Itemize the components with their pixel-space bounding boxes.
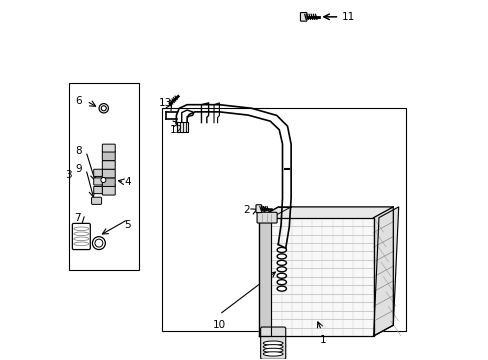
FancyBboxPatch shape	[72, 224, 90, 249]
Text: 10: 10	[212, 320, 225, 330]
Text: 5: 5	[124, 220, 131, 230]
Text: 6: 6	[75, 96, 82, 106]
Polygon shape	[373, 207, 392, 336]
FancyBboxPatch shape	[94, 178, 102, 185]
Text: 1: 1	[320, 334, 326, 345]
Polygon shape	[258, 207, 392, 218]
Circle shape	[95, 239, 102, 247]
FancyBboxPatch shape	[91, 197, 102, 204]
Ellipse shape	[277, 273, 286, 278]
Text: 9: 9	[75, 164, 82, 174]
Circle shape	[101, 177, 106, 183]
Text: 11: 11	[341, 12, 354, 22]
FancyBboxPatch shape	[255, 205, 261, 213]
Ellipse shape	[263, 352, 283, 356]
Ellipse shape	[277, 260, 286, 265]
Ellipse shape	[277, 254, 286, 259]
FancyBboxPatch shape	[257, 212, 277, 223]
Text: 3: 3	[64, 170, 71, 180]
Ellipse shape	[263, 348, 283, 352]
FancyBboxPatch shape	[102, 184, 115, 195]
FancyBboxPatch shape	[102, 161, 115, 169]
FancyBboxPatch shape	[102, 151, 115, 161]
Circle shape	[101, 106, 106, 111]
Polygon shape	[258, 218, 373, 336]
FancyBboxPatch shape	[300, 13, 306, 21]
Ellipse shape	[277, 247, 286, 252]
Bar	[69, 83, 139, 270]
Text: 12: 12	[169, 125, 183, 135]
Circle shape	[99, 104, 108, 113]
FancyBboxPatch shape	[102, 144, 115, 152]
FancyBboxPatch shape	[94, 169, 102, 176]
Text: 4: 4	[124, 177, 131, 187]
Ellipse shape	[277, 267, 286, 272]
Text: 7: 7	[74, 213, 81, 222]
Ellipse shape	[263, 341, 283, 345]
Polygon shape	[373, 207, 398, 336]
FancyBboxPatch shape	[94, 186, 102, 194]
Ellipse shape	[263, 345, 283, 349]
Bar	[162, 108, 405, 330]
Text: 13: 13	[159, 98, 172, 108]
Bar	[177, 122, 188, 132]
Polygon shape	[258, 218, 271, 336]
FancyBboxPatch shape	[102, 169, 115, 178]
Circle shape	[92, 237, 105, 249]
FancyBboxPatch shape	[102, 178, 115, 186]
FancyBboxPatch shape	[260, 327, 285, 359]
Text: 2: 2	[243, 206, 249, 216]
Text: 8: 8	[75, 146, 82, 156]
Ellipse shape	[277, 286, 286, 291]
Ellipse shape	[277, 280, 286, 285]
